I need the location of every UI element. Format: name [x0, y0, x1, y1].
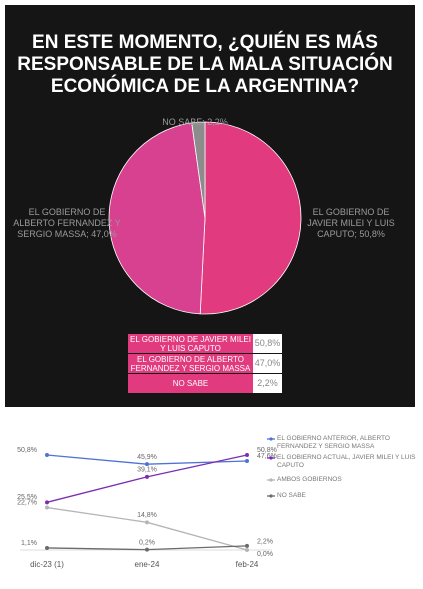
table-category: NO SABE: [128, 374, 253, 393]
x-tick-label: dic-23 (1): [30, 560, 64, 569]
x-tick-label: feb-24: [236, 560, 259, 569]
point: [245, 548, 249, 552]
point: [145, 462, 149, 467]
data-label: 0,2%: [139, 539, 155, 546]
point: [145, 474, 149, 479]
legend-label: AMBOS GOBIERNOS: [277, 476, 342, 483]
data-label: 50,8%: [257, 447, 277, 454]
slice-label: EL GOBIERNO DE ALBERTO FERNANDEZ Y SERGI…: [13, 207, 121, 239]
table-value: 2,2%: [253, 374, 282, 393]
pie-slice: [108, 122, 206, 315]
point: [245, 458, 249, 463]
slice-label: EL GOBIERNO DE JAVIER MILEI Y LUIS CAPUT…: [307, 207, 395, 239]
table-category: EL GOBIERNO DE JAVIER MILEI Y LUIS CAPUT…: [128, 334, 253, 353]
data-label: 22,7%: [17, 499, 37, 506]
data-label: 14,8%: [137, 512, 157, 519]
legend-dot: [269, 478, 273, 482]
chart-title: EN ESTE MOMENTO, ¿QUIÉN ES MÁS RESPONSAB…: [17, 32, 393, 97]
data-label: 25,5%: [17, 494, 37, 501]
point: [45, 545, 49, 550]
point: [245, 453, 249, 457]
point: [45, 500, 49, 505]
point: [45, 453, 49, 457]
data-label: 47,6%: [257, 453, 277, 460]
table-value: 47,0%: [253, 354, 282, 373]
legend-dot: [269, 437, 273, 441]
point: [145, 547, 149, 552]
table-value: 50,8%: [253, 334, 282, 353]
legend-dot: [269, 456, 273, 460]
pie-slice: [199, 121, 302, 315]
point: [45, 505, 49, 510]
legend-dot: [269, 494, 273, 498]
data-label: 45,9%: [137, 454, 157, 461]
legend-label: NO SABE: [277, 492, 306, 499]
data-label: 0,0%: [257, 551, 273, 558]
table-category: EL GOBIERNO DE ALBERTO FERNANDEZ Y SERGI…: [128, 354, 253, 373]
pie-slice: [191, 121, 206, 219]
legend-label: EL GOBIERNO ANTERIOR, ALBERTO FERNANDEZ …: [277, 435, 390, 450]
data-label: 50,8%: [17, 447, 37, 454]
x-tick-label: ene-24: [135, 560, 160, 569]
point: [145, 520, 149, 525]
slice-label: NO SABE; 2,2%: [162, 117, 228, 127]
data-label: 2,2%: [257, 539, 273, 546]
data-label: 1,1%: [21, 540, 37, 547]
data-label: 39,1%: [137, 467, 157, 474]
legend-label: EL GOBIERNO ACTUAL, JAVIER MILEI Y LUIS …: [277, 454, 416, 469]
point: [245, 543, 249, 548]
